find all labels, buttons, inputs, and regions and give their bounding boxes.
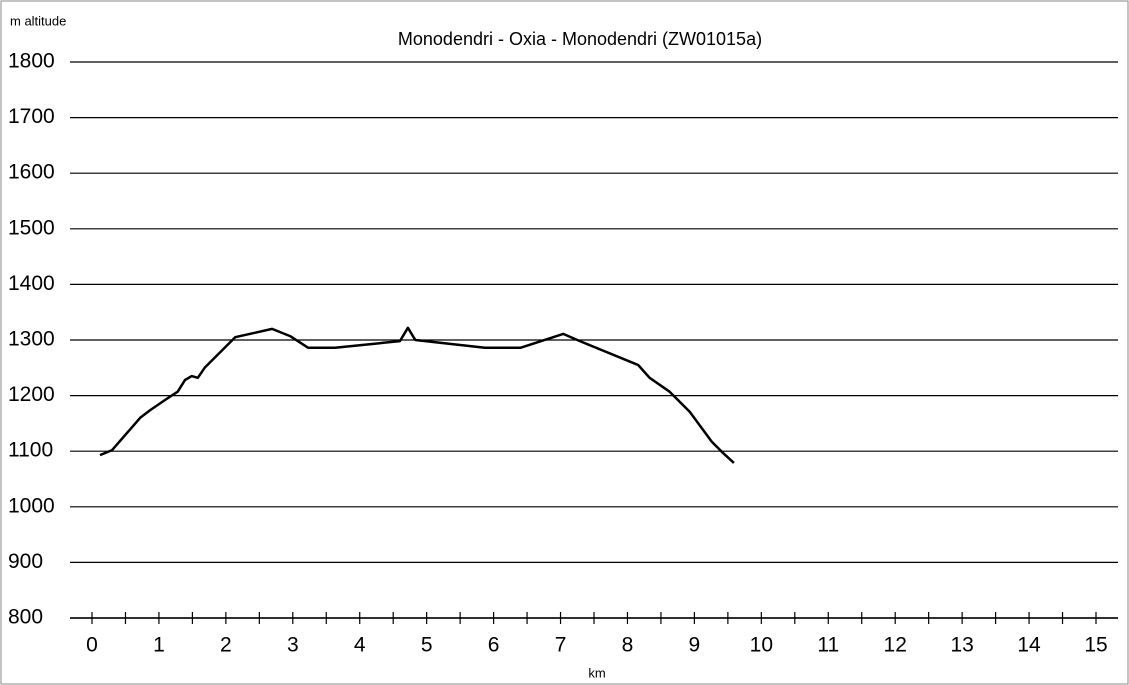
x-tick-label: 4 — [354, 634, 366, 657]
x-tick-label: 15 — [1084, 634, 1107, 657]
x-tick-label: 14 — [1017, 634, 1041, 657]
x-tick-label: 9 — [689, 634, 701, 657]
y-tick-label: 1700 — [8, 105, 55, 128]
x-tick-label: 6 — [488, 634, 500, 657]
x-axis-label: km — [588, 665, 605, 680]
y-tick-label: 1500 — [8, 216, 55, 239]
profile-line — [99, 326, 735, 464]
x-tick-label: 11 — [817, 634, 839, 657]
x-tick-label: 8 — [622, 634, 634, 657]
y-tick-label: 1400 — [8, 272, 55, 295]
y-axis-label: m altitude — [10, 13, 66, 28]
x-tick-label: 3 — [287, 634, 299, 657]
x-tick-label: 13 — [950, 634, 973, 657]
x-tick-label: 12 — [884, 634, 907, 657]
x-tick-label: 7 — [555, 634, 567, 657]
y-tick-label: 900 — [8, 550, 43, 573]
y-tick-label: 1000 — [8, 494, 55, 517]
x-tick-label: 10 — [750, 634, 773, 657]
y-tick-label: 800 — [8, 606, 43, 629]
y-tick-label: 1800 — [8, 50, 55, 73]
chart-title: Monodendri - Oxia - Monodendri (ZW01015a… — [398, 29, 762, 49]
x-tick-label: 0 — [86, 634, 98, 657]
y-tick-label: 1600 — [8, 161, 55, 184]
y-tick-label: 1100 — [8, 439, 53, 462]
x-tick-label: 1 — [153, 634, 165, 657]
y-tick-label: 1200 — [8, 383, 55, 406]
x-tick-label: 5 — [421, 634, 433, 657]
x-tick-label: 2 — [220, 634, 232, 657]
y-tick-label: 1300 — [8, 328, 55, 351]
